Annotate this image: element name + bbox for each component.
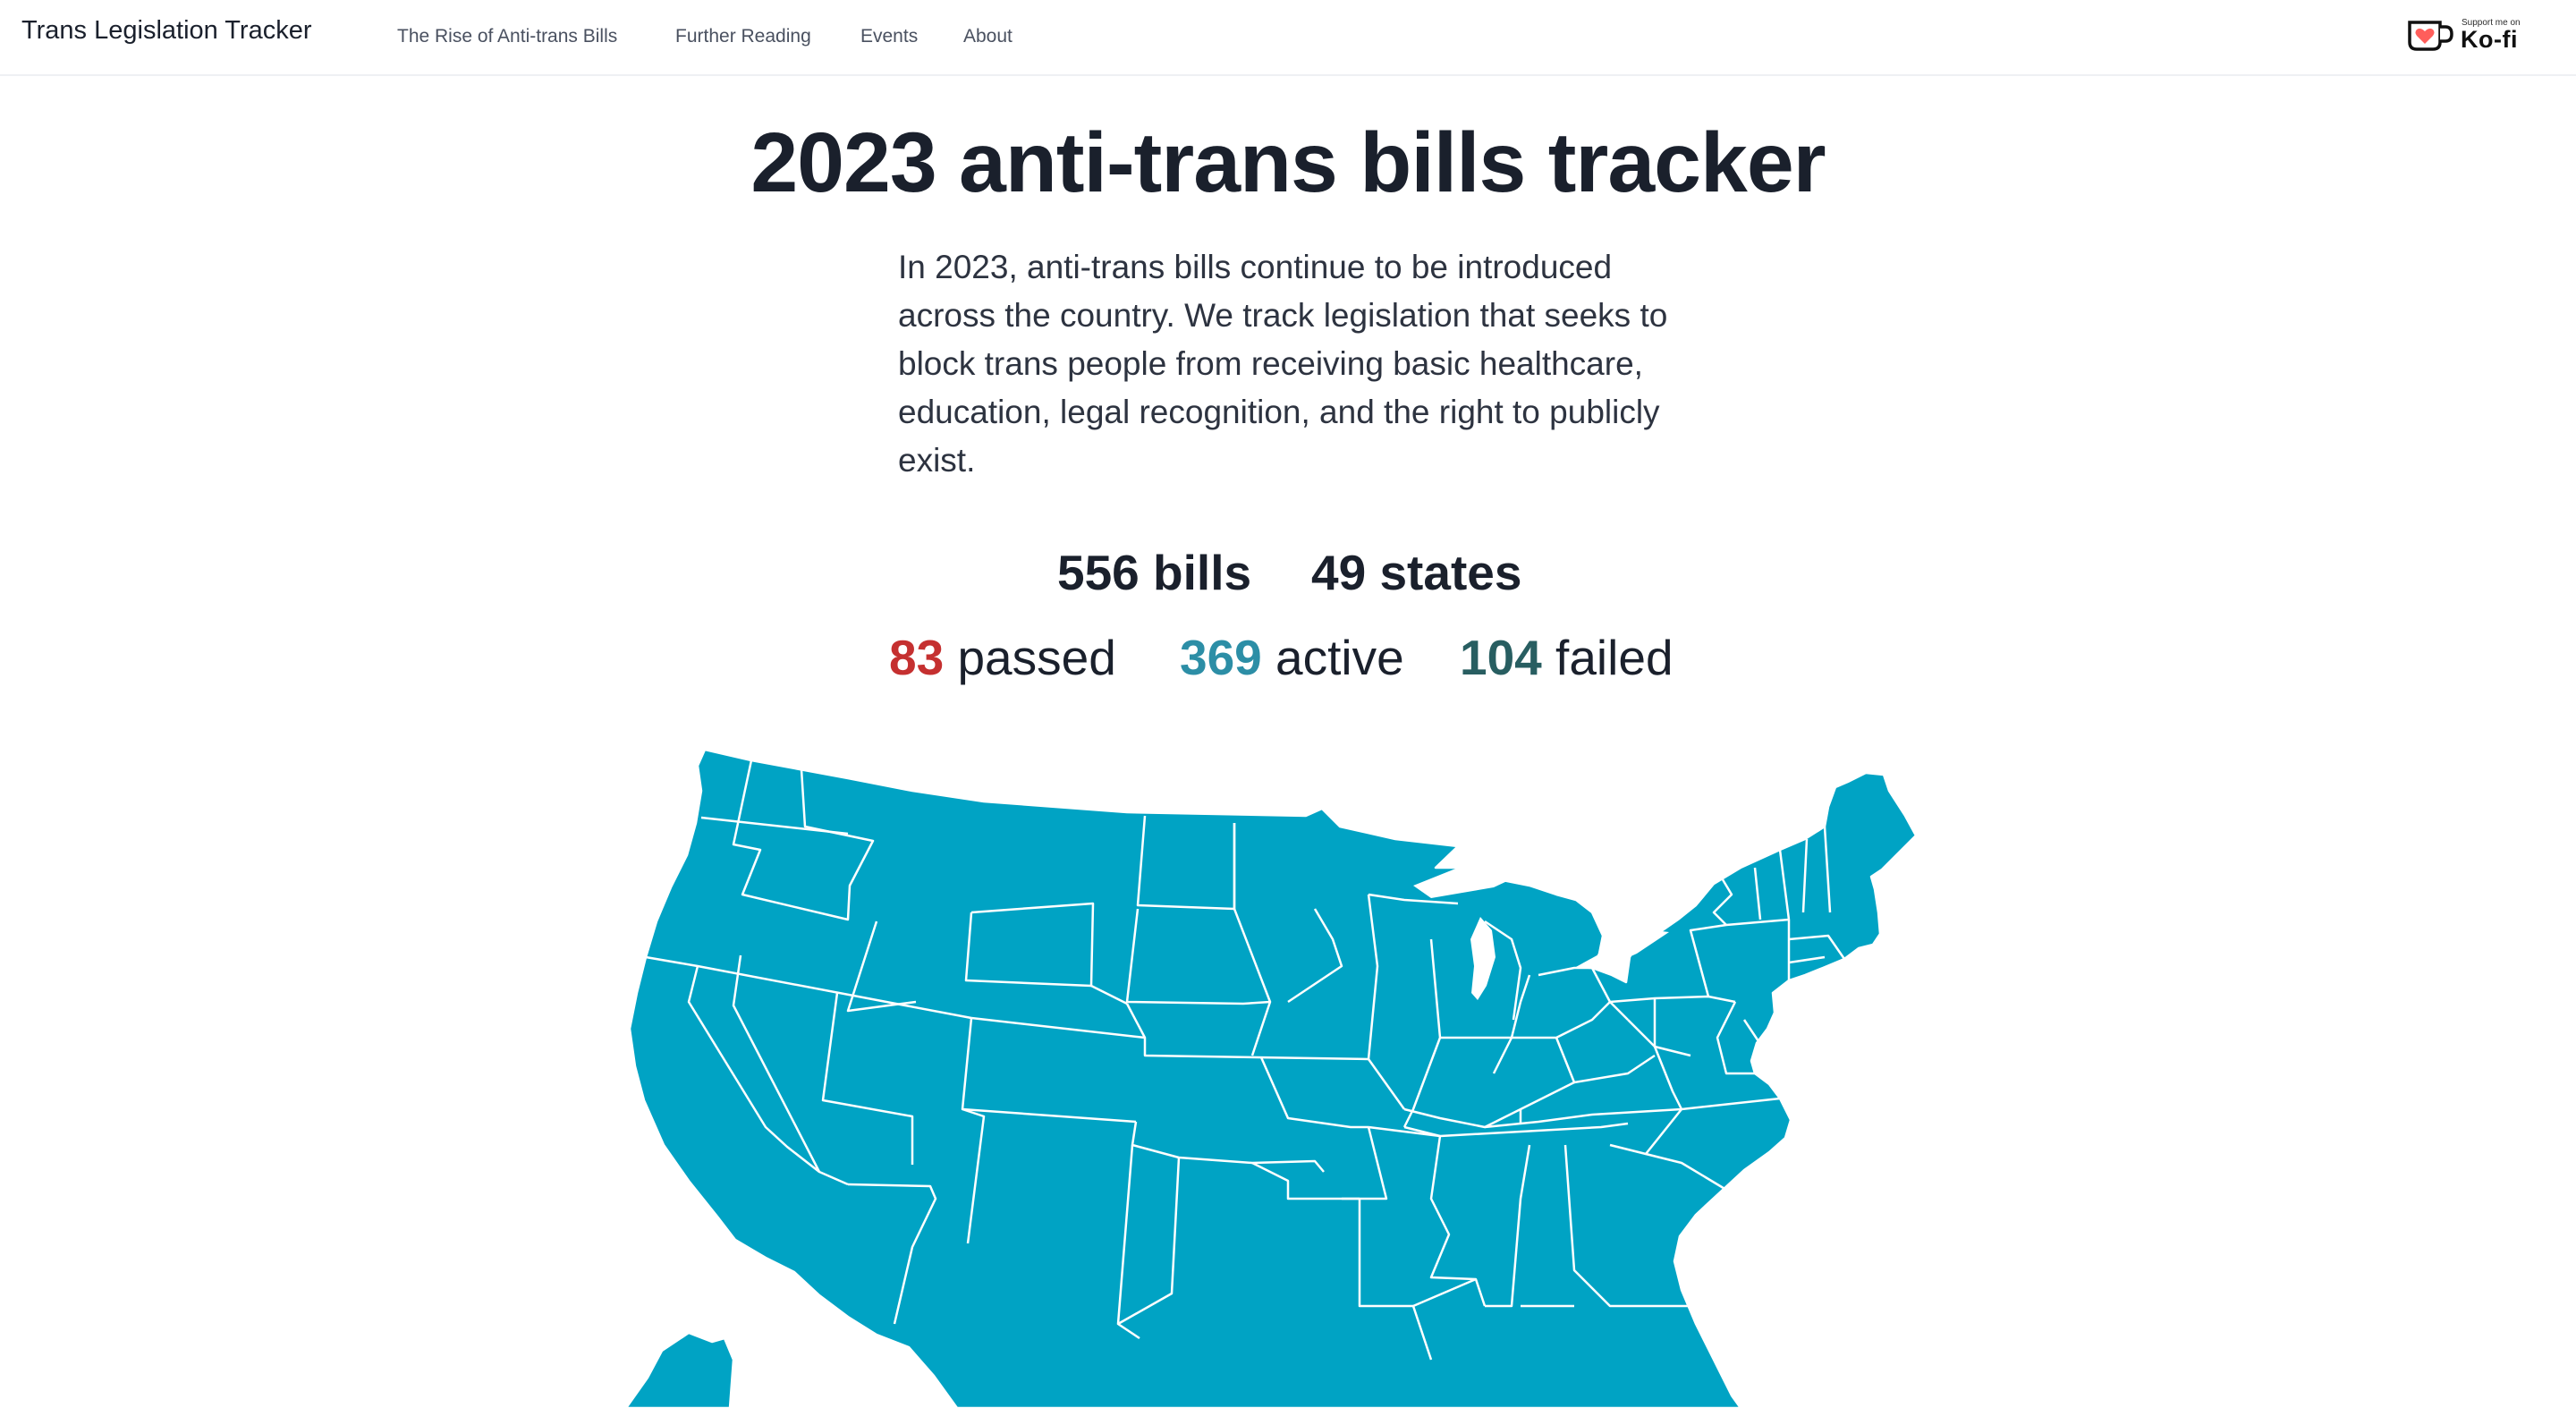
top-navbar: Trans Legislation Tracker The Rise of An… <box>0 0 2576 76</box>
us-mainland-shape <box>628 748 1918 1408</box>
nav-link-about[interactable]: About <box>963 26 1013 47</box>
kofi-label: Ko-fi <box>2461 26 2518 53</box>
stat-failed-label: failed <box>1555 630 1674 685</box>
kofi-cup-heart-icon <box>2408 21 2453 51</box>
alaska-shape <box>626 1331 735 1408</box>
stat-bills-label: bills <box>1153 545 1252 600</box>
stat-passed-label: passed <box>957 630 1116 685</box>
kofi-support-button[interactable]: Support me on Ko-fi <box>2406 16 2531 59</box>
lake-erie <box>1574 930 1669 970</box>
intro-paragraph: In 2023, anti-trans bills continue to be… <box>898 249 1668 479</box>
us-map-svg <box>626 748 1918 1408</box>
nav-link-rise-of-bills[interactable]: The Rise of Anti-trans Bills <box>397 26 618 47</box>
stat-active: 369 active <box>1180 629 1404 686</box>
stat-failed: 104 failed <box>1460 629 1674 686</box>
stat-bills: 556 bills <box>1057 544 1251 601</box>
stat-states: 49 states <box>1311 544 1521 601</box>
lake-superior <box>1413 864 1521 898</box>
stat-failed-value: 104 <box>1460 630 1542 685</box>
stat-passed: 83 passed <box>889 629 1116 686</box>
stat-passed-value: 83 <box>889 630 945 685</box>
stat-active-label: active <box>1275 630 1404 685</box>
nav-link-further-reading[interactable]: Further Reading <box>675 26 811 47</box>
lake-michigan <box>1470 917 1496 1000</box>
stat-states-value: 49 <box>1311 545 1367 600</box>
state-borders <box>645 759 1846 1361</box>
kofi-small-label: Support me on <box>2462 18 2521 28</box>
nav-link-events[interactable]: Events <box>860 26 919 47</box>
site-brand-link[interactable]: Trans Legislation Tracker <box>21 16 312 45</box>
stat-active-value: 369 <box>1180 630 1262 685</box>
page-title: 2023 anti-trans bills tracker <box>750 115 1826 210</box>
stat-states-label: states <box>1379 545 1522 600</box>
us-states-map <box>626 734 1932 1408</box>
stat-bills-value: 556 <box>1057 545 1140 600</box>
